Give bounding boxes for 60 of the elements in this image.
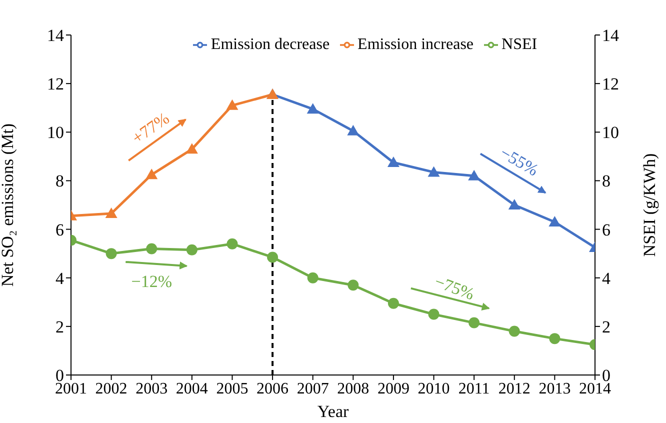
legend-label: NSEI xyxy=(502,36,538,53)
point xyxy=(428,166,440,177)
y2-tick-label: 12 xyxy=(602,74,619,94)
point xyxy=(347,124,360,136)
y-tick-label: 4 xyxy=(56,268,64,288)
point xyxy=(508,199,520,210)
point xyxy=(548,216,561,226)
point xyxy=(105,208,118,218)
annotation: −12% xyxy=(131,272,172,291)
point xyxy=(146,243,158,254)
y-tick-label: 10 xyxy=(47,123,64,142)
point xyxy=(387,156,400,167)
x-tick-label: 2003 xyxy=(136,380,168,398)
y2-axis-title: NSEI (g/KWh) xyxy=(640,153,660,257)
y2-tick-label: 10 xyxy=(602,123,619,142)
y-tick-label: 12 xyxy=(47,74,64,94)
y-tick-label: 2 xyxy=(56,317,64,336)
point xyxy=(306,103,319,114)
y-tick-label: 8 xyxy=(56,172,64,191)
point xyxy=(267,252,278,263)
point xyxy=(468,317,480,328)
point xyxy=(186,143,198,154)
y2-tick-label: 14 xyxy=(602,26,620,46)
legend-label: Emission increase xyxy=(358,36,474,53)
legend-label: Emission decrease xyxy=(210,36,330,53)
x-tick-label: 2014 xyxy=(579,380,611,398)
x-tick-label: 2005 xyxy=(216,380,248,398)
y-tick-label: 6 xyxy=(56,220,64,240)
x-tick-label: 2002 xyxy=(95,380,128,398)
point xyxy=(549,333,560,344)
y2-tick-label: 4 xyxy=(602,268,611,288)
point xyxy=(106,248,117,260)
annotation: −75% xyxy=(432,272,477,304)
x-tick-label: 2009 xyxy=(377,380,410,398)
x-tick-label: 2008 xyxy=(337,380,370,398)
x-tick-label: 2007 xyxy=(296,380,329,398)
x-tick-label: 2013 xyxy=(538,380,571,398)
y-axis-title: Net SO₂ emissions (Mt) xyxy=(0,123,18,287)
point xyxy=(388,298,399,309)
x-tick-label: 2012 xyxy=(498,380,530,398)
point xyxy=(307,272,318,284)
x-tick-label: 2011 xyxy=(458,380,490,398)
point xyxy=(428,308,440,320)
x-tick-label: 2010 xyxy=(418,380,450,398)
point xyxy=(226,238,238,250)
annotation: −55% xyxy=(496,142,542,180)
point xyxy=(508,326,520,337)
point xyxy=(468,170,480,180)
y-tick-label: 14 xyxy=(47,26,64,46)
y2-tick-label: 6 xyxy=(602,220,610,240)
annotation: +77% xyxy=(128,108,173,148)
point xyxy=(226,99,238,110)
point xyxy=(186,244,198,256)
y2-tick-label: 8 xyxy=(602,172,610,191)
point xyxy=(146,168,158,180)
x-tick-label: 2004 xyxy=(176,380,208,398)
point xyxy=(348,280,359,291)
x-axis-title: Year xyxy=(317,402,349,421)
y2-tick-label: 2 xyxy=(602,317,610,336)
x-tick-label: 2006 xyxy=(256,380,289,398)
